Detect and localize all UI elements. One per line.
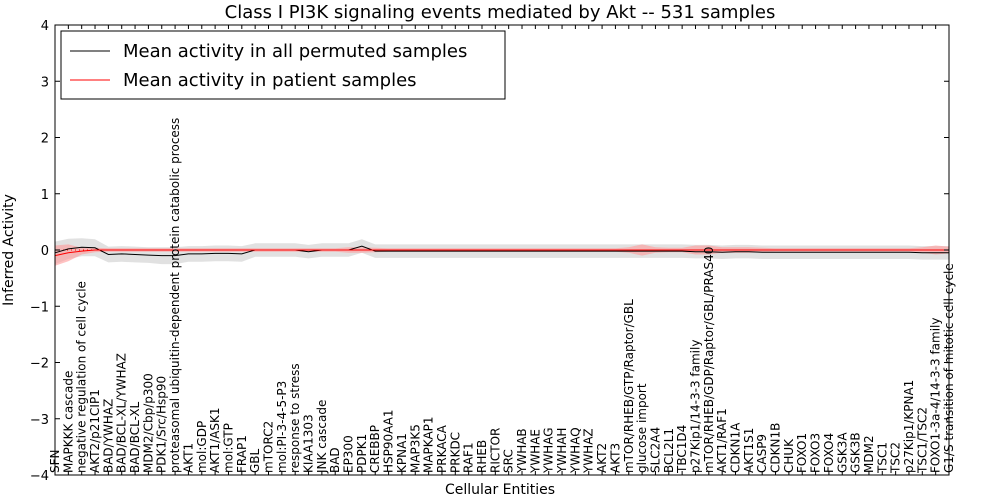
x-tick-label: CHUK	[782, 438, 796, 473]
x-tick-label: PRKDC	[448, 432, 462, 473]
x-tick-label: YWHAB	[515, 428, 529, 474]
x-tick-label: glucose import	[635, 383, 649, 473]
x-tick-label: RICTOR	[488, 428, 502, 473]
x-tick-label: MDM2	[862, 435, 876, 473]
x-tick-label: p27Kip1/14-3-3 family	[689, 340, 703, 473]
x-tick-label: p27Kip1/KPNA1	[902, 380, 916, 473]
y-axis-title: Inferred Activity	[1, 194, 17, 306]
x-tick-label: FOXO1	[795, 433, 809, 473]
x-tick-label: SFN	[48, 450, 62, 474]
y-tick-label: −4	[30, 469, 49, 484]
x-tick-label: AKT3	[608, 443, 622, 473]
x-tick-label: mol:PI-3-4-5-P3	[275, 381, 289, 473]
x-tick-label: mTORC2	[262, 421, 276, 473]
x-tick-label: CDKN1A	[729, 422, 743, 473]
x-tick-label: BAD/YWHAZ	[101, 399, 115, 473]
x-tick-label: BAD/BCL-XL/YWHAZ	[115, 353, 129, 473]
x-tick-label: AKT2/p21CIP1	[88, 389, 102, 473]
y-tick-label: 4	[41, 19, 49, 34]
x-tick-label: EP300	[342, 435, 356, 473]
series-line-1	[54, 249, 949, 257]
x-tick-label: MAPKKK cascade	[61, 371, 75, 473]
x-tick-label: HSP90AA1	[382, 409, 396, 473]
x-tick-label: GBL	[248, 448, 262, 473]
plot-area	[54, 238, 949, 266]
x-tick-label: MAP3K5	[408, 424, 422, 473]
x-tick-label: SLC2A4	[648, 427, 662, 473]
x-tick-label: PDK1/Src/Hsp90	[155, 376, 169, 473]
x-axis: SFN MAPKKK cascade negative regulation of …	[48, 25, 956, 475]
x-tick-label: MAPKAP1	[422, 416, 436, 473]
x-tick-label: TBC1D4	[675, 425, 689, 474]
series-line-0	[54, 245, 949, 257]
x-tick-label: mol:GDP	[195, 421, 209, 473]
x-tick-label: FOXO3	[809, 433, 823, 473]
x-tick-label: KPNA1	[395, 433, 409, 473]
legend-label-permuted: Mean activity in all permuted samples	[123, 41, 467, 62]
x-tick-label: JNK cascade	[315, 400, 329, 474]
x-tick-label: mTOR/RHEB/GDP/Raptor/GBL/PRAS40	[702, 247, 716, 473]
x-tick-label: AKT2	[595, 443, 609, 473]
chart-title: Class I PI3K signaling events mediated b…	[225, 2, 776, 23]
x-tick-label: AKT1/ASK1	[208, 408, 222, 473]
x-tick-label: CDKN1B	[769, 423, 783, 473]
x-tick-label: negative regulation of cell cycle	[75, 281, 89, 473]
y-tick-label: 3	[41, 75, 49, 90]
x-tick-label: RAF1	[462, 442, 476, 473]
x-tick-label: BCL2L1	[662, 428, 676, 473]
x-tick-label: FOXO4	[822, 433, 836, 473]
x-tick-label: AKT1S1	[742, 428, 756, 473]
x-tick-label: mTOR/RHEB/GTP/Raptor/GBL	[622, 299, 636, 473]
legend-label-patient: Mean activity in patient samples	[123, 70, 417, 91]
x-tick-label: RHEB	[475, 440, 489, 473]
y-tick-label: −3	[30, 413, 49, 428]
x-tick-label: G1/S transition of mitotic cell cycle	[942, 263, 956, 473]
x-tick-label: GSK3B	[849, 432, 863, 473]
x-tick-label: PDPK1	[355, 434, 369, 473]
x-tick-label: TSC1/TSC2	[915, 407, 929, 474]
x-tick-label: CASP9	[755, 434, 769, 473]
x-tick-label: TSC2	[889, 442, 903, 474]
x-tick-label: FRAP1	[235, 435, 249, 473]
x-tick-label: KIAA1303	[302, 414, 316, 473]
y-axis: −4 −3 −2 −1 0 1 2 3 4	[30, 19, 949, 484]
x-tick-label: MDM2/Cbp/p300	[141, 373, 155, 473]
x-axis-title: Cellular Entities	[445, 482, 555, 498]
x-tick-label: CREBBP	[368, 425, 382, 473]
x-tick-label: GSK3A	[835, 432, 849, 473]
y-tick-label: −1	[30, 300, 49, 315]
x-tick-label: FOXO1-3a-4/14-3-3 family	[929, 318, 943, 473]
x-tick-label: mol:GTP	[222, 423, 236, 473]
x-tick-label: response to stress	[288, 363, 302, 473]
x-tick-label: YWHAH	[555, 428, 569, 474]
y-tick-label: 0	[41, 244, 49, 259]
x-tick-label: YWHAQ	[568, 427, 582, 474]
x-tick-label: AKT1	[181, 443, 195, 473]
y-tick-label: 2	[41, 132, 49, 147]
x-tick-label: PRKACA	[435, 424, 449, 473]
x-tick-label: YWHAZ	[582, 428, 596, 474]
x-tick-label: BAD/BCL-XL	[128, 401, 142, 473]
legend: Mean activity in all permuted samples Me…	[60, 30, 506, 100]
x-tick-label: YWHAE	[528, 429, 542, 474]
x-tick-label: YWHAG	[542, 427, 556, 474]
y-tick-label: 1	[41, 188, 49, 203]
x-tick-label: BAD	[328, 447, 342, 473]
x-tick-label: SRC	[502, 449, 516, 473]
x-tick-label: proteasomal ubiquitin-dependent protein …	[168, 118, 182, 473]
x-tick-label: TSC1	[875, 442, 889, 474]
y-tick-label: −2	[30, 357, 49, 372]
x-tick-label: AKT1/RAF1	[715, 408, 729, 473]
legend-box	[60, 30, 506, 100]
